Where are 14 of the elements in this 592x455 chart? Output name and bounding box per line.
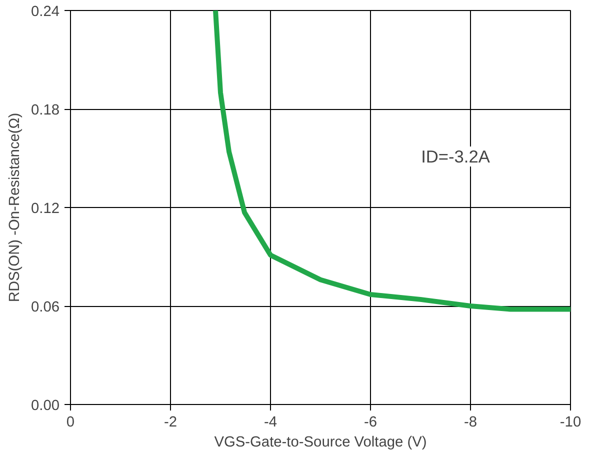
x-tick-label: -8 [464, 414, 478, 430]
x-tick-label: -4 [264, 414, 278, 430]
x-tick-label: 0 [66, 414, 75, 430]
x-tick-label: -6 [364, 414, 378, 430]
y-tick-label: 0.06 [30, 300, 60, 316]
annotation: ID=-3.2A [421, 146, 490, 166]
y-tick-label: 0.12 [30, 201, 60, 217]
y-axis-title: RDS(ON) -On-Resistance(Ω) [6, 112, 23, 302]
y-tick-label: 0.18 [30, 102, 60, 118]
y-tick-label: 0.00 [30, 398, 60, 414]
y-tick-label: 0.24 [30, 4, 60, 20]
x-axis-title: VGS-Gate-to-Source Voltage (V) [214, 434, 427, 450]
x-tick-label: -2 [164, 414, 178, 430]
x-tick-label: -10 [560, 414, 582, 430]
